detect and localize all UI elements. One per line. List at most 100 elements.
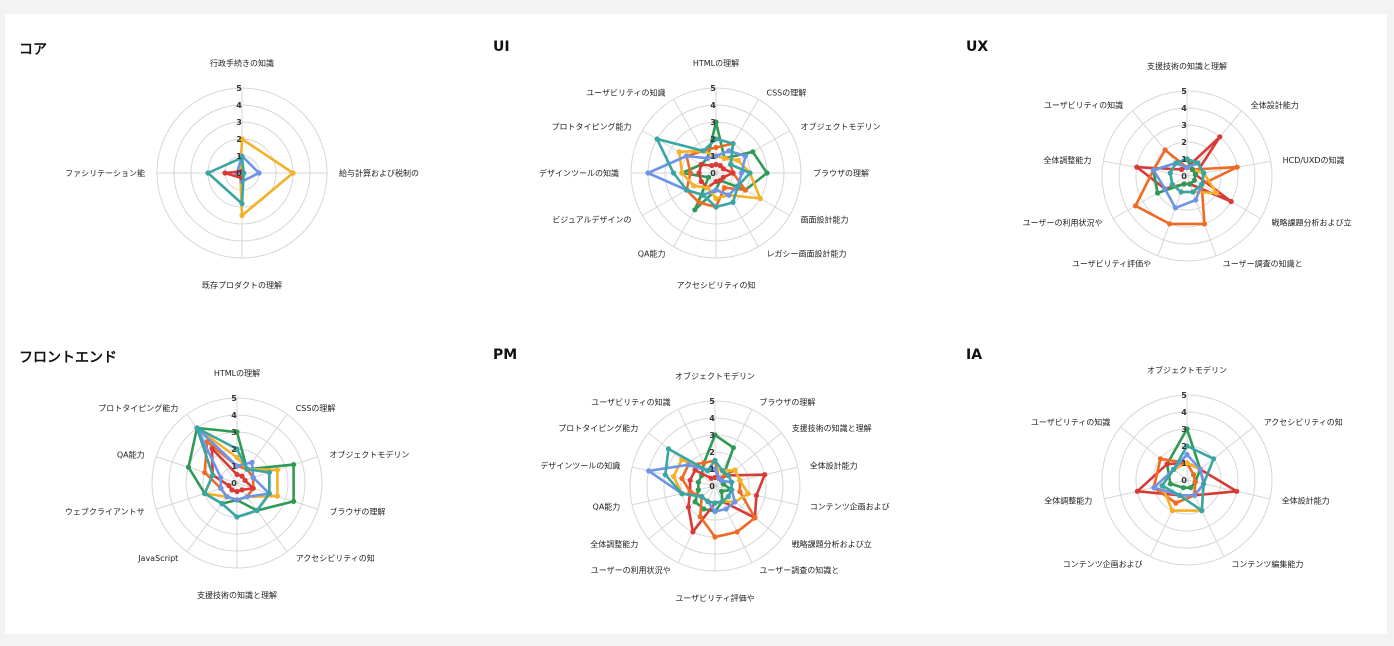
series-line (1169, 157, 1206, 194)
series-point (234, 471, 240, 478)
series-point (1184, 156, 1190, 162)
series-point (729, 487, 735, 493)
grid-spoke (715, 172, 759, 247)
series-point (645, 170, 651, 176)
series-point (720, 166, 726, 172)
series-point (1134, 164, 1140, 170)
axis-label: 全体設計能力 (810, 460, 858, 470)
radar-grid (1101, 90, 1273, 262)
series-point (713, 187, 719, 193)
series-point (1167, 170, 1173, 176)
series-teal (194, 425, 272, 520)
series-point (1167, 481, 1173, 487)
series-point (224, 494, 230, 500)
series-point (202, 490, 208, 497)
tick-label: 0 (710, 169, 716, 178)
series-teal (205, 155, 247, 207)
grid-spoke (1120, 426, 1188, 481)
series-point (753, 492, 759, 499)
series-point (1199, 181, 1205, 188)
series-point (1211, 456, 1217, 462)
series-point (670, 170, 677, 176)
series-point (709, 163, 715, 169)
series-point (726, 192, 732, 198)
series-point (735, 157, 741, 163)
series-red (209, 446, 256, 495)
axis-label: CSSの理解 (296, 403, 336, 413)
axis-label: 給与計算および税制の (339, 168, 419, 178)
tick-label: 0 (1181, 172, 1187, 181)
axis-label: デザインツールの知識 (539, 168, 619, 178)
series-point (692, 207, 698, 213)
axis-label: プロトタイピング能力 (98, 403, 178, 413)
series-point (719, 478, 725, 484)
tick-label: 3 (709, 431, 715, 440)
series-point (249, 459, 255, 465)
series-point (725, 472, 731, 478)
series-point (218, 475, 224, 481)
series-point (1181, 181, 1187, 187)
tick-label: 4 (236, 101, 242, 110)
series-point (1197, 466, 1203, 472)
axis-label: オブジェクトモデリン (801, 122, 881, 132)
series-point (696, 199, 702, 205)
series-point (712, 500, 718, 506)
grid-spoke (156, 456, 238, 484)
series-point (701, 460, 707, 466)
tick-label: 5 (710, 84, 716, 93)
series-point (734, 529, 740, 535)
series-point (712, 508, 718, 515)
grid-spoke (236, 482, 288, 553)
axis-label: オブジェクトモデリン (329, 449, 409, 459)
axis-label: QA能力 (593, 502, 621, 512)
series-point (712, 534, 718, 540)
series-point (730, 199, 736, 205)
axis-label: ユーザビリティの知識 (1031, 417, 1110, 427)
series-point (713, 195, 719, 202)
series-point (697, 514, 703, 520)
series-point (757, 195, 763, 202)
axis-label: アクセシビリティの知 (1264, 417, 1343, 427)
grid-spoke (1104, 479, 1188, 500)
tick-label: 3 (1181, 425, 1187, 434)
series-point (1228, 198, 1234, 205)
tick-label: 5 (709, 397, 715, 406)
axis-label: QA能力 (117, 449, 145, 459)
axis-label: ユーザビリティの知識 (1044, 100, 1123, 110)
series-point (764, 170, 770, 176)
series-point (737, 489, 743, 495)
tick-label: 3 (231, 428, 237, 437)
series-point (705, 468, 711, 474)
axis-label: コンテンツ企画および (810, 502, 890, 512)
grid-spoke (1131, 110, 1188, 177)
series-point (244, 466, 250, 472)
series-point (239, 212, 245, 219)
tick-label: 2 (1181, 442, 1187, 451)
series-point (692, 499, 698, 505)
series-point (266, 490, 272, 497)
series-point (732, 467, 738, 473)
series-point (291, 498, 297, 504)
series-point (687, 170, 694, 176)
series-point (708, 475, 714, 481)
axis-label: ユーザー調査の知識と (759, 565, 839, 575)
axis-label: ブラウザの理解 (813, 168, 869, 178)
series-point (712, 466, 718, 472)
series-point (719, 468, 725, 474)
tick-label: 5 (231, 394, 237, 403)
axis-label: ファシリテーション能 (65, 168, 145, 178)
series-point (692, 467, 698, 473)
axis-label: 全体調整能力 (590, 539, 638, 549)
panel-title-frontend: フロントエンド (19, 350, 117, 366)
series-point (1234, 488, 1240, 494)
tick-label: 5 (1181, 391, 1187, 400)
series-point (1192, 479, 1198, 485)
series-point (1157, 456, 1163, 462)
grid-spoke (156, 482, 238, 510)
series-point (742, 153, 748, 159)
grid-spoke (236, 413, 288, 484)
series-point (222, 170, 228, 176)
series-point (721, 185, 728, 191)
series-point (1162, 147, 1168, 153)
